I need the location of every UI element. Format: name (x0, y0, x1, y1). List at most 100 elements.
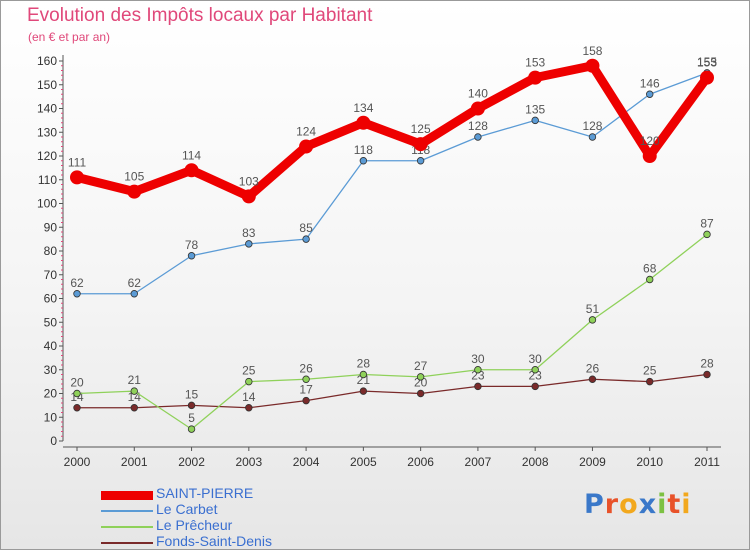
data-point (588, 133, 597, 141)
data-label: 25 (643, 364, 657, 378)
data-label: 83 (242, 226, 256, 240)
data-label: 125 (411, 122, 431, 136)
data-point (184, 163, 199, 178)
data-point (474, 366, 482, 374)
x-tick-label: 2004 (293, 455, 320, 469)
data-label: 118 (354, 143, 373, 157)
data-point (302, 375, 310, 383)
data-point (73, 389, 81, 398)
data-label: 14 (242, 390, 256, 404)
data-point (416, 373, 425, 381)
data-point (241, 189, 256, 204)
data-label: 17 (299, 383, 313, 397)
data-label: 23 (471, 368, 485, 382)
y-tick-label: 0 (50, 434, 57, 448)
data-point (359, 370, 368, 379)
data-label: 27 (414, 359, 428, 373)
data-label: 105 (124, 170, 144, 184)
data-point (531, 116, 539, 125)
x-tick-label: 2000 (64, 455, 91, 469)
logo-letter: o (619, 489, 639, 520)
data-label: 103 (239, 174, 259, 188)
series-line-0 (72, 61, 712, 201)
data-point (302, 235, 310, 243)
proxiti-logo: Proxiti (584, 489, 692, 520)
data-point (588, 316, 597, 324)
data-point (474, 133, 482, 141)
data-point (474, 382, 482, 391)
y-tick-label: 110 (38, 173, 57, 187)
y-tick-label: 30 (44, 363, 58, 377)
x-tick-label: 2008 (522, 455, 549, 469)
y-tick-label: 40 (44, 339, 58, 353)
data-label: 62 (128, 276, 142, 290)
legend-label: SAINT-PIERRE (156, 485, 254, 501)
logo-letter: i (681, 489, 692, 520)
data-point (531, 382, 539, 391)
data-label: 128 (468, 119, 488, 133)
data-label: 135 (525, 102, 545, 116)
y-tick-label: 160 (37, 54, 57, 68)
data-label: 78 (185, 238, 199, 252)
data-point (642, 149, 657, 163)
data-label: 20 (70, 376, 84, 390)
logo-letter: t (667, 489, 682, 520)
data-label: 62 (70, 276, 84, 290)
x-tick-label: 2002 (178, 455, 205, 469)
data-point (73, 290, 81, 298)
data-point (356, 115, 371, 130)
logo-letter: r (604, 489, 620, 520)
data-label: 146 (640, 76, 660, 90)
data-point (703, 370, 711, 379)
x-tick-label: 2006 (407, 455, 434, 469)
y-tick-label: 50 (44, 315, 58, 329)
data-point (646, 90, 654, 98)
data-point (130, 404, 138, 412)
chart-title: Evolution des Impôts locaux par Habitant (27, 5, 373, 26)
x-tick-label: 2011 (694, 455, 720, 469)
legend-swatch (101, 542, 153, 544)
y-tick-label: 150 (37, 78, 57, 92)
data-point (70, 170, 84, 185)
data-label: 124 (296, 125, 316, 139)
data-label: 111 (68, 155, 87, 169)
data-label: 87 (700, 216, 714, 230)
data-point (413, 137, 428, 152)
data-point (646, 377, 654, 386)
data-label: 23 (529, 368, 543, 382)
data-point (700, 70, 714, 85)
data-label: 5 (188, 411, 195, 425)
logo-letter: x (638, 489, 658, 520)
y-tick-label: 100 (37, 197, 57, 211)
data-point (528, 70, 543, 85)
y-tick-label: 10 (44, 410, 58, 424)
data-label: 140 (468, 87, 488, 101)
series-line-1 (76, 72, 708, 295)
legend-label: Fonds-Saint-Denis (156, 533, 272, 549)
data-point (703, 230, 711, 239)
data-label: 153 (697, 56, 717, 70)
y-tick-label: 60 (44, 292, 58, 306)
data-label: 158 (582, 44, 602, 58)
x-tick-label: 2010 (636, 455, 663, 469)
logo-letter: P (584, 489, 605, 520)
data-point (302, 396, 310, 405)
data-point (187, 401, 196, 410)
series-line-2 (76, 233, 708, 430)
data-point (127, 184, 142, 199)
legend-label: Le Prêcheur (156, 517, 233, 533)
data-label: 21 (128, 373, 142, 387)
y-tick-label: 90 (44, 220, 58, 234)
data-label: 68 (643, 262, 657, 276)
y-tick-label: 80 (44, 244, 58, 258)
x-tick-label: 2003 (235, 455, 262, 469)
chart-subtitle: (en € et par an) (28, 30, 111, 44)
data-point (416, 157, 425, 165)
data-label: 20 (414, 376, 428, 390)
data-point (585, 58, 600, 73)
data-point (416, 389, 425, 398)
data-label: 30 (529, 352, 543, 366)
y-tick-label: 140 (37, 102, 57, 116)
data-point (646, 275, 654, 284)
data-point (470, 101, 485, 116)
